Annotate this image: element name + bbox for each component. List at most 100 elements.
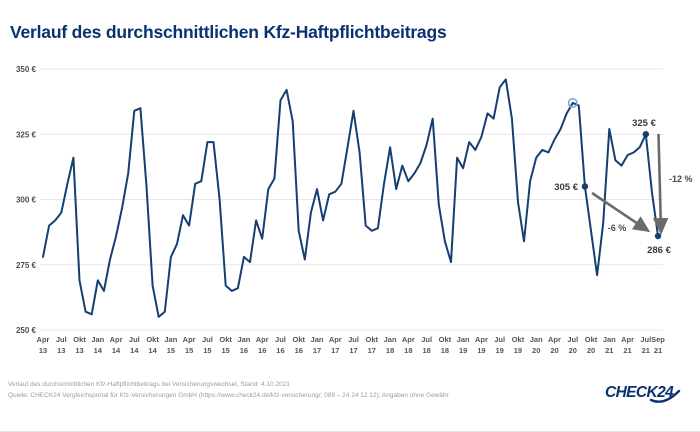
x-tick-month: Jul bbox=[421, 335, 432, 344]
x-tick-month: Jul bbox=[129, 335, 140, 344]
decline-arrow-6pct bbox=[591, 191, 651, 233]
x-tick-month: Okt bbox=[366, 335, 379, 344]
x-tick-month: Jan bbox=[311, 335, 324, 344]
source-note-line1: Verlauf des durchschnittlichen Kfz-Haftp… bbox=[8, 381, 290, 388]
x-tick-month: Okt bbox=[512, 335, 525, 344]
x-tick-year: 18 bbox=[441, 346, 449, 355]
source-note-line2: Quelle: CHECK24 Vergleichsportal für Kfz… bbox=[8, 392, 449, 399]
x-tick-year: 20 bbox=[569, 346, 577, 355]
y-tick-label: 350 € bbox=[16, 65, 37, 74]
premium-line bbox=[42, 78, 659, 318]
x-tick-month: Apr bbox=[110, 335, 123, 344]
x-tick-year: 20 bbox=[587, 346, 595, 355]
annotation-286: 286 € bbox=[647, 245, 671, 256]
y-tick-label: 300 € bbox=[16, 196, 37, 205]
x-tick-month: Jul bbox=[348, 335, 359, 344]
x-tick-year: 14 bbox=[112, 346, 121, 355]
x-axis-labels: Apr 13 Jul 13 Okt 13 Jan 14 Apr 14 Jul 14 Okt 14 Jan 15… bbox=[37, 335, 666, 355]
x-tick-month: Jan bbox=[91, 335, 104, 344]
x-tick-month: Apr bbox=[183, 335, 196, 344]
x-tick-year: 16 bbox=[240, 346, 248, 355]
highlight-ring bbox=[567, 97, 578, 108]
check24-logo: CHECK24 bbox=[605, 384, 681, 403]
x-tick-year: 16 bbox=[258, 346, 266, 355]
x-tick-year: 13 bbox=[57, 346, 65, 355]
x-tick-month: Jul bbox=[640, 335, 651, 344]
x-tick-year: 14 bbox=[148, 346, 157, 355]
x-tick-year: 21 bbox=[654, 346, 662, 355]
x-tick-month: Okt bbox=[439, 335, 452, 344]
x-tick-year: 19 bbox=[477, 346, 485, 355]
x-tick-year: 21 bbox=[623, 346, 631, 355]
x-tick-year: 20 bbox=[550, 346, 558, 355]
x-tick-month: Jul bbox=[56, 335, 67, 344]
x-tick-year: 19 bbox=[496, 346, 504, 355]
x-tick-year: 21 bbox=[605, 346, 613, 355]
x-tick-month: Jan bbox=[457, 335, 470, 344]
x-tick-month: Apr bbox=[256, 335, 269, 344]
x-tick-year: 21 bbox=[642, 346, 650, 355]
x-tick-month: Okt bbox=[73, 335, 86, 344]
x-tick-year: 17 bbox=[368, 346, 376, 355]
x-tick-year: 15 bbox=[222, 346, 230, 355]
x-tick-month: Okt bbox=[219, 335, 232, 344]
x-tick-year: 15 bbox=[203, 346, 211, 355]
x-tick-month: Apr bbox=[548, 335, 561, 344]
pct-label-minus6: -6 % bbox=[608, 223, 627, 233]
x-tick-year: 19 bbox=[514, 346, 522, 355]
y-tick-label: 275 € bbox=[16, 261, 37, 270]
x-tick-month: Jan bbox=[603, 335, 616, 344]
x-tick-year: 16 bbox=[295, 346, 303, 355]
x-tick-year: 17 bbox=[331, 346, 339, 355]
x-tick-year: 15 bbox=[185, 346, 193, 355]
annotation-305: 305 € bbox=[554, 182, 578, 193]
x-tick-month: Apr bbox=[37, 335, 50, 344]
x-tick-year: 17 bbox=[313, 346, 321, 355]
x-tick-year: 13 bbox=[75, 346, 83, 355]
x-tick-year: 18 bbox=[422, 346, 430, 355]
decline-arrow-12pct bbox=[652, 133, 669, 235]
data-point-dot bbox=[654, 232, 662, 240]
x-tick-year: 14 bbox=[130, 346, 139, 355]
x-tick-month: Jan bbox=[164, 335, 177, 344]
y-axis-labels: 350 € 325 € 300 € 275 € 250 € bbox=[16, 65, 37, 335]
x-tick-month: Okt bbox=[146, 335, 159, 344]
check24-logo-swoosh bbox=[649, 389, 681, 403]
x-tick-month: Jan bbox=[237, 335, 250, 344]
y-tick-label: 325 € bbox=[16, 130, 37, 139]
check24-logo-text: CHECK24 bbox=[605, 384, 674, 401]
x-tick-month: Jul bbox=[567, 335, 578, 344]
x-tick-year: 18 bbox=[386, 346, 394, 355]
x-tick-month: Jan bbox=[384, 335, 397, 344]
x-tick-month: Apr bbox=[475, 335, 488, 344]
x-tick-month: Okt bbox=[585, 335, 598, 344]
pct-label-minus12: -12 % bbox=[669, 174, 693, 184]
page-title: Verlauf des durchschnittlichen Kfz-Haftp… bbox=[10, 22, 447, 42]
x-tick-year: 13 bbox=[39, 346, 47, 355]
x-tick-year: 19 bbox=[459, 346, 467, 355]
x-tick-month: Apr bbox=[621, 335, 634, 344]
x-tick-year: 20 bbox=[532, 346, 540, 355]
gridlines bbox=[40, 68, 663, 331]
x-tick-year: 14 bbox=[94, 346, 103, 355]
annotation-325: 325 € bbox=[632, 118, 656, 129]
source-note: Verlauf des durchschnittlichen Kfz-Haftp… bbox=[8, 379, 449, 401]
x-tick-month: Jul bbox=[202, 335, 213, 344]
x-tick-month: Okt bbox=[292, 335, 305, 344]
x-tick-month: Jul bbox=[275, 335, 286, 344]
x-tick-month: Sep bbox=[651, 335, 665, 344]
x-tick-month: Jul bbox=[494, 335, 505, 344]
y-tick-label: 250 € bbox=[16, 326, 37, 335]
data-point-dot bbox=[581, 183, 589, 190]
x-tick-year: 17 bbox=[349, 346, 357, 355]
x-tick-year: 18 bbox=[404, 346, 412, 355]
data-point-dot bbox=[642, 131, 650, 138]
data-point-markers bbox=[567, 97, 662, 240]
x-tick-month: Jan bbox=[530, 335, 543, 344]
x-tick-year: 15 bbox=[167, 346, 175, 355]
x-tick-month: Apr bbox=[329, 335, 342, 344]
x-tick-month: Apr bbox=[402, 335, 415, 344]
x-tick-year: 16 bbox=[276, 346, 284, 355]
